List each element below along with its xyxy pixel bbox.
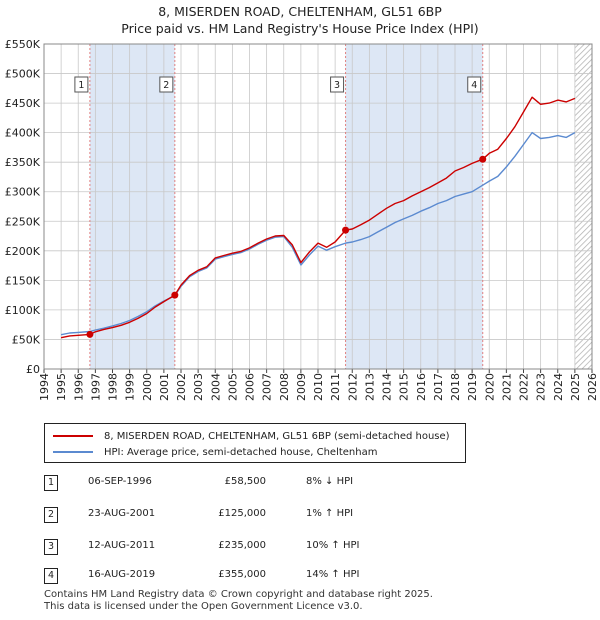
sale-point (479, 155, 487, 163)
y-tick-label: £150K (5, 274, 41, 287)
x-tick-label: 2013 (363, 373, 376, 401)
x-tick-label: 1995 (55, 373, 68, 401)
x-tick-label: 2015 (398, 373, 411, 401)
y-tick-label: £0 (26, 363, 40, 376)
sale-number-badge: 3 (44, 539, 58, 555)
x-tick-label: 2010 (312, 373, 325, 401)
x-tick-label: 1998 (107, 373, 120, 401)
forecast-hatch (574, 44, 592, 369)
x-tick-label: 2001 (158, 373, 171, 401)
x-tick-label: 2016 (415, 373, 428, 401)
legend-item-hpi: HPI: Average price, semi-detached house,… (53, 445, 377, 459)
x-tick-label: 2018 (449, 373, 462, 401)
y-tick-label: £100K (5, 304, 41, 317)
sale-point (86, 330, 94, 338)
y-tick-label: £300K (5, 186, 41, 199)
legend-label-property: 8, MISERDEN ROAD, CHELTENHAM, GL51 6BP (… (104, 430, 450, 442)
legend-label-hpi: HPI: Average price, semi-detached house,… (104, 446, 378, 458)
x-tick-label: 1994 (38, 373, 51, 401)
x-tick-label: 1996 (72, 373, 85, 401)
property-price-line (60, 96, 576, 339)
table-row: 2 23-AUG-2001 £125,000 1% ↑ HPI (44, 506, 464, 524)
sale-point (342, 226, 350, 234)
x-tick-label: 2008 (278, 373, 291, 401)
sale-label: 2 (163, 80, 169, 91)
x-tick-label: 2006 (244, 373, 257, 401)
sale-label: 4 (471, 80, 477, 91)
x-tick-label: 2019 (466, 373, 479, 401)
x-tick-label: 2022 (518, 373, 531, 401)
plot-frame (43, 43, 593, 370)
sale-hpi-diff: 10% ↑ HPI (306, 540, 360, 551)
sale-hpi-diff: 8% ↓ HPI (306, 476, 354, 487)
title-line-1: 8, MISERDEN ROAD, CHELTENHAM, GL51 6BP (158, 4, 442, 19)
table-row: 3 12-AUG-2011 £235,000 10% ↑ HPI (44, 538, 464, 556)
title-line-2: Price paid vs. HM Land Registry's House … (121, 21, 479, 36)
x-tick-label: 2011 (329, 373, 342, 401)
sale-label-box (74, 76, 89, 93)
footer-line-1: Contains HM Land Registry data © Crown c… (44, 589, 433, 600)
sale-number-badge: 2 (44, 507, 58, 523)
x-tick-label: 1997 (89, 373, 102, 401)
y-tick-label: £450K (5, 97, 41, 110)
y-tick-label: £50K (12, 333, 41, 346)
sale-hpi-diff: 1% ↑ HPI (306, 508, 354, 519)
x-tick-label: 2023 (535, 373, 548, 401)
highlight-band (89, 44, 175, 369)
x-tick-label: 2005 (226, 373, 239, 401)
sale-price: £58,500 (224, 476, 266, 487)
hpi-line (60, 131, 576, 336)
sale-label-box (467, 76, 482, 93)
sale-point (171, 291, 179, 299)
y-tick-label: £350K (5, 156, 41, 169)
sale-date: 23-AUG-2001 (88, 508, 156, 519)
x-tick-label: 1999 (124, 373, 137, 401)
x-tick-label: 2004 (209, 373, 222, 401)
legend: 8, MISERDEN ROAD, CHELTENHAM, GL51 6BP (… (44, 423, 466, 463)
footer-line-2: This data is licensed under the Open Gov… (44, 601, 363, 612)
sale-label-box (330, 76, 345, 93)
chart-title: 8, MISERDEN ROAD, CHELTENHAM, GL51 6BP P… (0, 3, 600, 37)
legend-swatch-blue (53, 451, 93, 453)
y-tick-label: £500K (5, 68, 41, 81)
sale-label-box (159, 76, 174, 93)
sale-date: 16-AUG-2019 (88, 569, 156, 580)
x-tick-label: 2009 (295, 373, 308, 401)
x-tick-label: 2007 (261, 373, 274, 401)
x-tick-label: 2000 (141, 373, 154, 401)
x-tick-label: 2025 (569, 373, 582, 401)
x-tick-label: 2024 (552, 373, 565, 401)
sale-label: 1 (78, 80, 84, 91)
x-tick-label: 2003 (192, 373, 205, 401)
y-tick-label: £400K (5, 127, 41, 140)
sale-date: 06-SEP-1996 (88, 476, 152, 487)
y-tick-label: £200K (5, 245, 41, 258)
x-tick-label: 2017 (432, 373, 445, 401)
sale-number-badge: 4 (44, 568, 58, 584)
y-tick-label: £550K (5, 38, 41, 51)
sale-price: £125,000 (218, 508, 266, 519)
sale-price: £235,000 (218, 540, 266, 551)
sale-label: 3 (334, 80, 340, 91)
sale-price: £355,000 (218, 569, 266, 580)
x-tick-label: 2020 (483, 373, 496, 401)
x-tick-label: 2014 (381, 373, 394, 401)
sale-date: 12-AUG-2011 (88, 540, 156, 551)
legend-item-property: 8, MISERDEN ROAD, CHELTENHAM, GL51 6BP (… (53, 429, 450, 443)
price-chart: 1 2 3 4 £0 £50K £100K £150K £200K £250K £300K £350… (5, 38, 599, 401)
table-row: 4 16-AUG-2019 £355,000 14% ↑ HPI (44, 567, 464, 585)
x-tick-label: 2002 (175, 373, 188, 401)
sale-hpi-diff: 14% ↑ HPI (306, 569, 360, 580)
sale-number-badge: 1 (44, 475, 58, 491)
y-tick-label: £250K (5, 215, 41, 228)
x-tick-label: 2012 (346, 373, 359, 401)
footer-notice: Contains HM Land Registry data © Crown c… (44, 589, 433, 613)
x-tick-label: 2021 (500, 373, 513, 401)
highlight-band (345, 44, 483, 369)
legend-swatch-red (53, 435, 93, 437)
table-row: 1 06-SEP-1996 £58,500 8% ↓ HPI (44, 474, 464, 492)
x-tick-label: 2026 (586, 373, 599, 401)
